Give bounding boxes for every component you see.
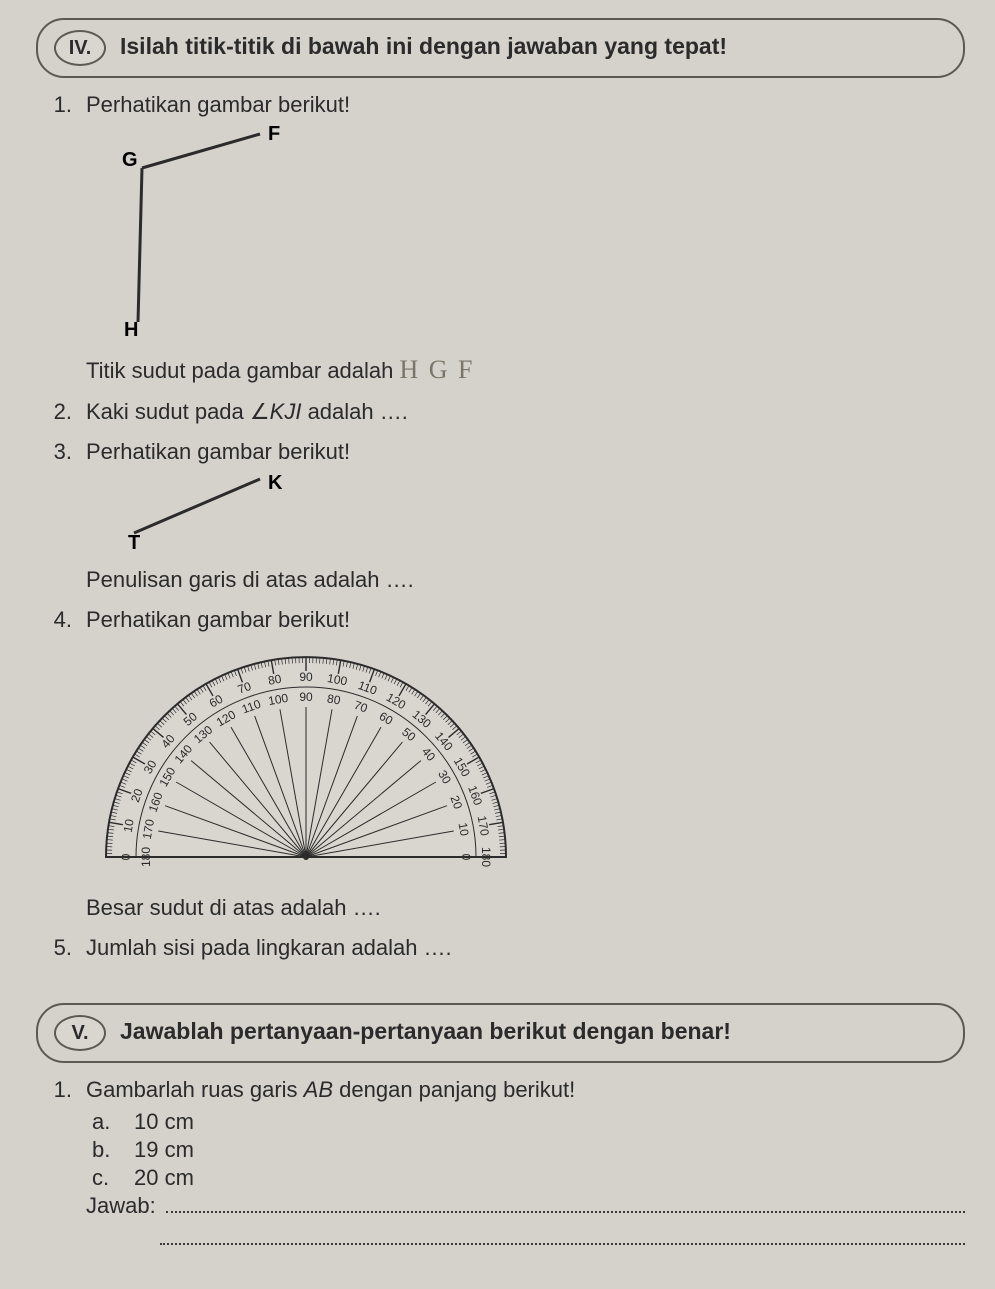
svg-text:T: T — [128, 532, 140, 551]
svg-text:90: 90 — [299, 690, 313, 704]
segment-ab: AB — [304, 1077, 333, 1102]
svg-text:90: 90 — [299, 670, 313, 684]
svg-text:F: F — [268, 124, 280, 145]
q3-prompt: Perhatikan gambar berikut! — [86, 439, 965, 465]
section-iv-title: Isilah titik-titik di bawah ini dengan j… — [120, 33, 727, 60]
q3-number: 3. — [44, 439, 72, 599]
vq1-answer-area: Jawab: — [86, 1193, 965, 1245]
line-tk-diagram: K T — [110, 471, 310, 551]
q5-text: Jumlah sisi pada lingkaran adalah …. — [86, 935, 965, 961]
section-iv-questions: 1. Perhatikan gambar berikut! F G H Titi… — [36, 92, 965, 967]
svg-text:80: 80 — [267, 672, 283, 688]
roman-v: V. — [54, 1015, 106, 1051]
vq1-sublist: a. 10 cm b. 19 cm c. 20 cm — [86, 1109, 965, 1191]
section-v-questions: 1. Gambarlah ruas garis AB dengan panjan… — [36, 1077, 965, 1251]
protractor-diagram: 0180101702016030150401405013060120701108… — [86, 639, 526, 879]
q1-number: 1. — [44, 92, 72, 391]
vq1-item-a: a. 10 cm — [92, 1109, 965, 1135]
svg-text:H: H — [124, 319, 138, 339]
svg-text:G: G — [122, 149, 138, 171]
section-iv-header: IV. Isilah titik-titik di bawah ini deng… — [36, 18, 965, 78]
question-3: 3. Perhatikan gambar berikut! K T Penuli… — [44, 439, 965, 599]
q3-line2: Penulisan garis di atas adalah …. — [86, 567, 965, 593]
q2-number: 2. — [44, 399, 72, 431]
q1-figure: F G H — [110, 124, 965, 345]
q4-prompt: Perhatikan gambar berikut! — [86, 607, 965, 633]
q5-number: 5. — [44, 935, 72, 967]
roman-iv: IV. — [54, 30, 106, 66]
vq1-prompt: Gambarlah ruas garis AB dengan panjang b… — [86, 1077, 965, 1103]
svg-text:10: 10 — [121, 818, 137, 834]
answer-line-1 — [166, 1193, 965, 1213]
answer-line-2 — [160, 1225, 965, 1245]
q2-text: Kaki sudut pada ∠KJI adalah …. — [86, 399, 965, 425]
vq1-number: 1. — [44, 1077, 72, 1251]
svg-text:10: 10 — [456, 821, 472, 837]
angle-symbol: ∠ — [250, 399, 270, 424]
vq1-item-b: b. 19 cm — [92, 1137, 965, 1163]
q1-line2-before: Titik sudut pada gambar adalah — [86, 358, 400, 383]
q1-answer-line: Titik sudut pada gambar adalah H G F — [86, 355, 965, 385]
answer-label: Jawab: — [86, 1193, 156, 1219]
question-1: 1. Perhatikan gambar berikut! F G H Titi… — [44, 92, 965, 391]
q1-handwritten: H G F — [400, 355, 475, 384]
q4-number: 4. — [44, 607, 72, 927]
svg-text:80: 80 — [326, 691, 342, 707]
q4-figure: 0180101702016030150401405013060120701108… — [86, 639, 965, 885]
angle-kji: KJI — [270, 399, 302, 424]
q4-line2: Besar sudut di atas adalah …. — [86, 895, 965, 921]
question-2: 2. Kaki sudut pada ∠KJI adalah …. — [44, 399, 965, 431]
v-question-1: 1. Gambarlah ruas garis AB dengan panjan… — [44, 1077, 965, 1251]
angle-fgh-diagram: F G H — [110, 124, 330, 339]
section-v-title: Jawablah pertanyaan-pertanyaan berikut d… — [120, 1018, 731, 1045]
svg-text:K: K — [268, 472, 283, 494]
question-4: 4. Perhatikan gambar berikut! 0180101702… — [44, 607, 965, 927]
section-v-header: V. Jawablah pertanyaan-pertanyaan beriku… — [36, 1003, 965, 1063]
q3-figure: K T — [110, 471, 965, 557]
vq1-item-c: c. 20 cm — [92, 1165, 965, 1191]
q1-prompt: Perhatikan gambar berikut! — [86, 92, 965, 118]
question-5: 5. Jumlah sisi pada lingkaran adalah …. — [44, 935, 965, 967]
